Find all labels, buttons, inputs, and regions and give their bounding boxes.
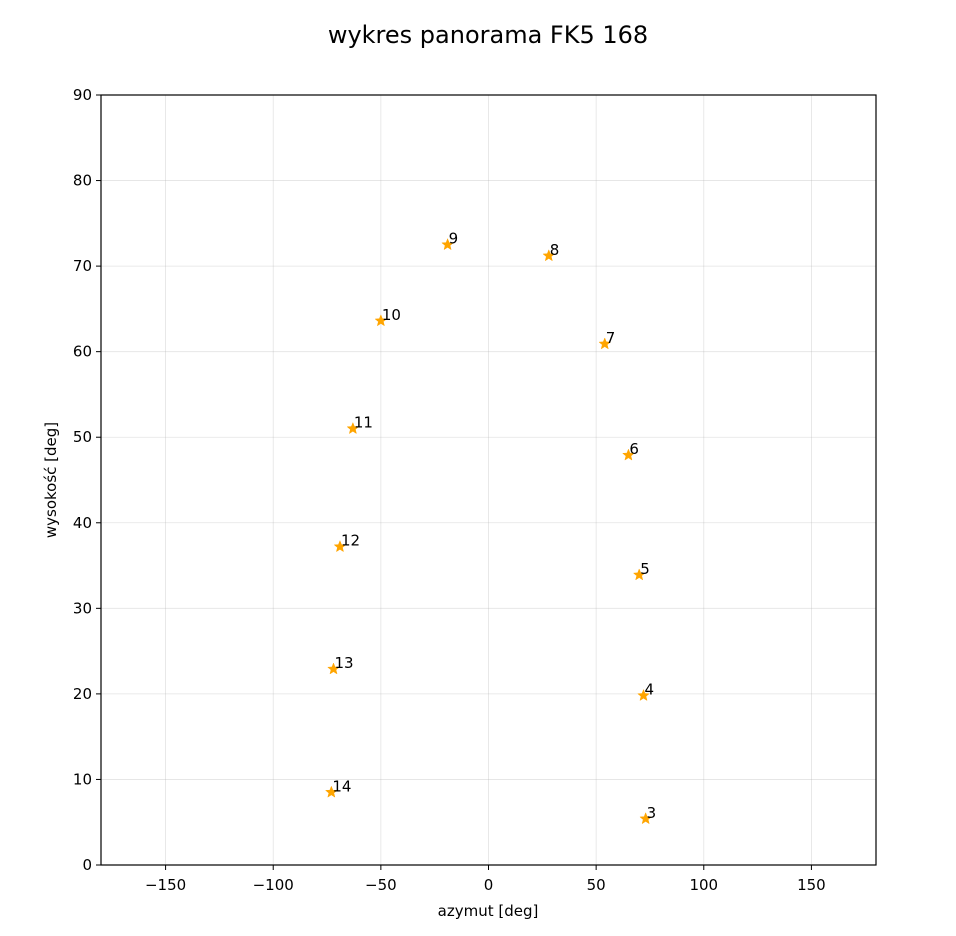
data-point-label: 11 [354,414,373,432]
data-point-star [441,238,454,251]
y-tick-label: 60 [73,343,92,361]
data-point-star [637,688,650,702]
data-point-label: 3 [647,804,657,822]
y-tick-label: 80 [73,172,92,190]
data-point-label: 4 [645,681,655,699]
y-tick-label: 0 [82,856,92,874]
data-point-label: 14 [332,777,351,795]
chart-title: wykres panorama FK5 168 [328,21,648,49]
data-point-star [333,540,347,553]
data-point-star [542,249,556,262]
data-point-star [598,337,612,350]
data-point-label: 12 [341,532,360,550]
data-point-star [346,421,360,435]
x-tick-label: 150 [797,876,826,894]
y-axis-label: wysokość [deg] [42,422,60,538]
grid-layer [101,94,876,866]
y-tick-label: 90 [73,86,92,104]
x-axis-label: azymut [deg] [438,902,539,920]
y-tick-label: 30 [73,599,92,617]
data-point-star [632,568,646,581]
data-point-label: 6 [629,440,639,458]
data-point-label: 10 [382,306,401,324]
x-tick-label: 0 [484,876,494,894]
x-tick-label: 100 [689,876,718,894]
x-tick-label: −100 [253,876,294,894]
x-tick-label: −50 [365,876,397,894]
y-tick-label: 20 [73,685,92,703]
data-point-star [327,662,340,675]
data-point-label: 8 [550,241,560,259]
x-tick-label: −150 [145,876,186,894]
y-tick-label: 10 [73,770,92,788]
data-point-label: 9 [449,230,459,248]
data-point-star [622,448,635,461]
data-point-label: 5 [640,560,650,578]
y-tick-label: 70 [73,257,92,275]
x-tick-label: 50 [587,876,606,894]
y-tick-label: 40 [73,514,92,532]
data-point-label: 13 [335,654,354,672]
data-point-star [324,785,338,798]
data-point-label: 7 [606,329,616,347]
data-point-star [639,812,653,825]
y-tick-label: 50 [73,428,92,446]
axis-ticks: −150 −100 −50 0 50 100 150 0 10 20 30 40 50 60 70 80 90 [73,86,826,894]
data-point-star [374,314,388,327]
data-points: 3 4 5 6 7 8 9 10 11 12 13 14 [324,230,657,825]
